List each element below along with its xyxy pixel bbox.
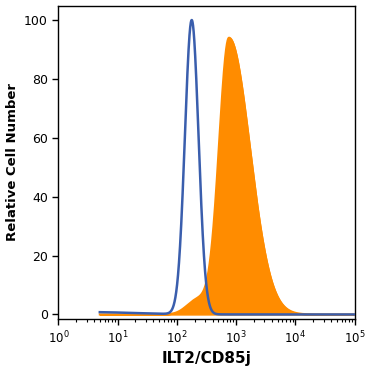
X-axis label: ILT2/CD85j: ILT2/CD85j [162, 352, 252, 366]
Y-axis label: Relative Cell Number: Relative Cell Number [6, 83, 19, 241]
